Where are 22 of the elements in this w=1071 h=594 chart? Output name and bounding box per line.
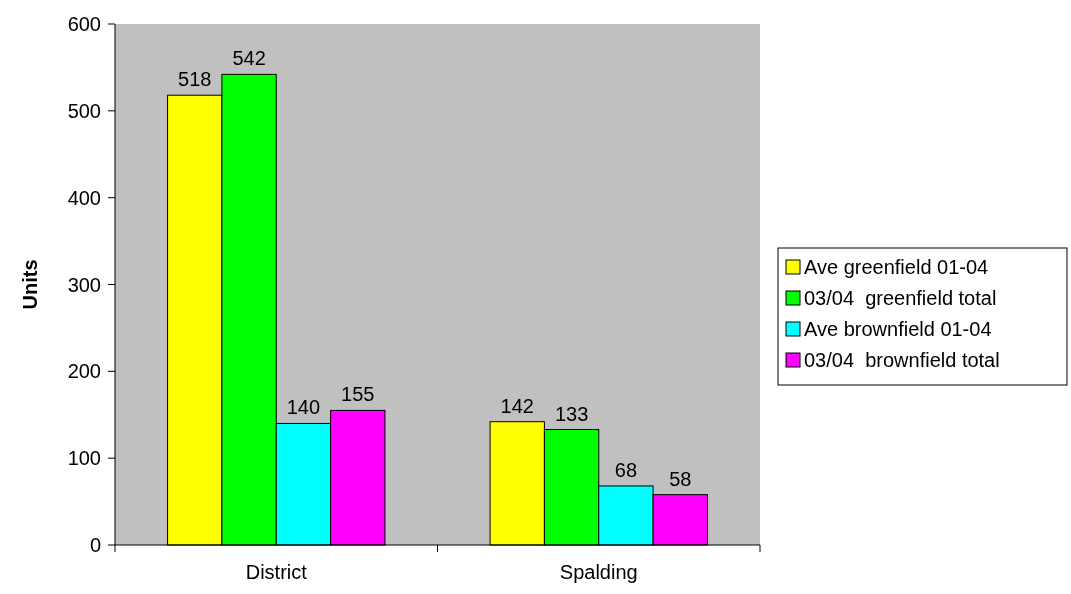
y-tick-label: 100 [67, 447, 101, 470]
y-tick-label: 300 [67, 273, 101, 296]
x-tick-label: Spalding [559, 561, 638, 583]
data-label: 518 [178, 68, 212, 91]
y-tick-label: 500 [67, 99, 101, 122]
data-label: 133 [554, 402, 589, 425]
data-label: 58 [669, 467, 692, 490]
data-label: 142 [500, 394, 534, 417]
y-tick-label: 600 [67, 13, 101, 35]
data-label: 140 [286, 396, 321, 419]
legend-label: Ave greenfield 01-04 [804, 256, 989, 278]
legend-label: Ave brownfield 01-04 [804, 318, 992, 340]
x-tick-label: District [245, 561, 308, 583]
legend-label: 03/04 brownfield total [804, 349, 1000, 371]
data-label: 68 [614, 458, 638, 481]
y-tick-label: 0 [89, 534, 101, 556]
y-tick-label: 200 [67, 360, 101, 383]
y-axis-title: Units [19, 259, 41, 310]
legend-label: 03/04 greenfield total [804, 287, 997, 309]
y-tick-label: 400 [67, 186, 101, 209]
data-label: 542 [232, 47, 266, 70]
data-label: 155 [341, 383, 375, 406]
